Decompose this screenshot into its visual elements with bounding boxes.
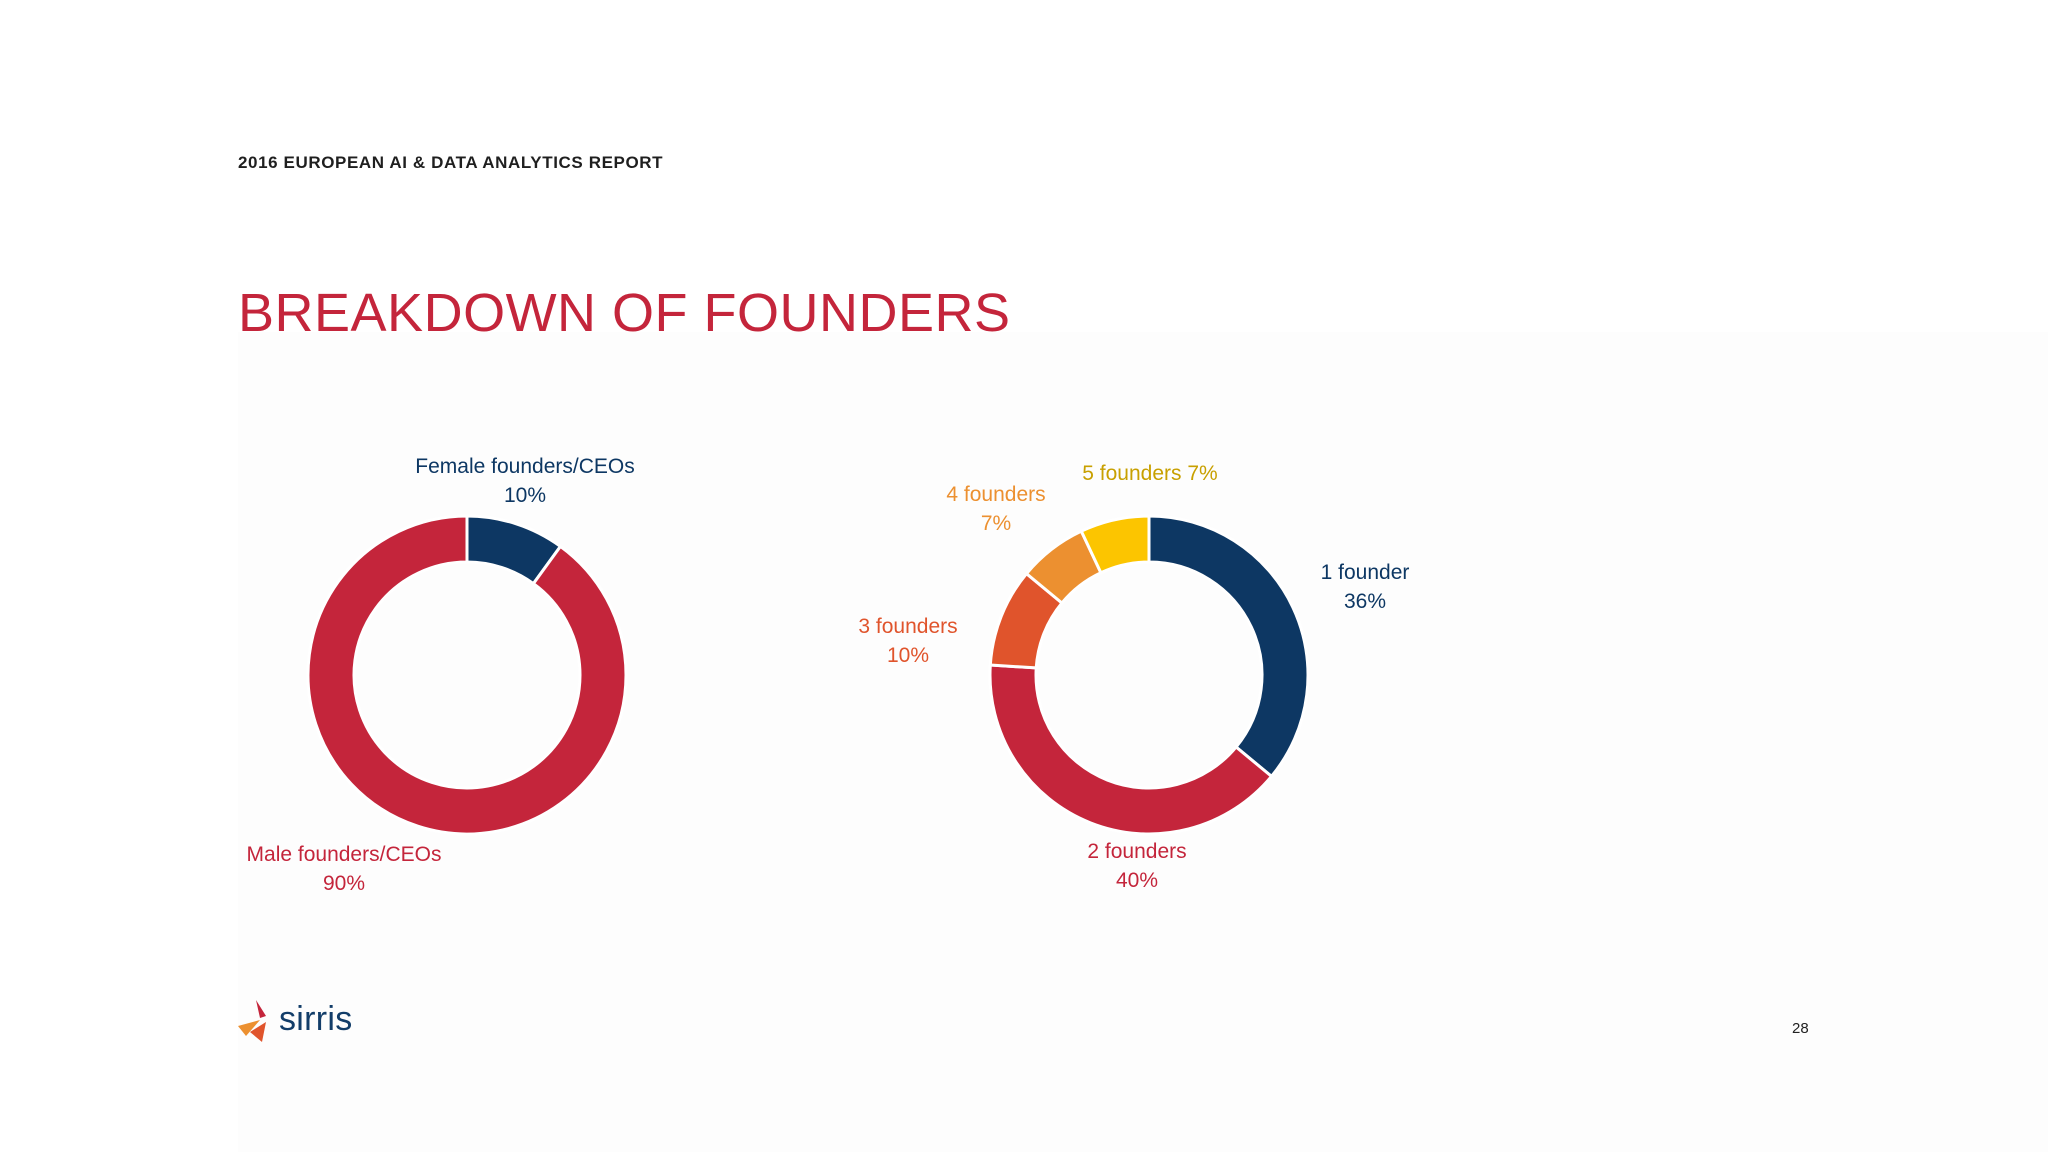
report-header: 2016 EUROPEAN AI & DATA ANALYTICS REPORT: [238, 153, 664, 172]
donut-2-slice-5: [1079, 514, 1151, 575]
slice-label-3-founders: 3 founders 10%: [858, 615, 958, 667]
donut-1-slice-2: [306, 514, 628, 836]
page-number: 28: [1792, 1020, 1809, 1037]
donut-2-slice-1: [1147, 514, 1310, 779]
slice-label-2-founders: 2 founders 40%: [1087, 840, 1187, 892]
slice-label-1-founder: 1 founder 36%: [1320, 561, 1410, 613]
logo-text: sirris: [279, 1000, 353, 1038]
slice-label-male: Male founders/CEOs 90%: [246, 843, 442, 895]
page-title: BREAKDOWN OF FOUNDERS: [238, 283, 1011, 343]
slice-label-4-founders: 4 founders 7%: [946, 483, 1046, 535]
slide-background: [238, 332, 2048, 1152]
slice-label-5-founders: 5 founders 7%: [1082, 462, 1218, 485]
sirris-logo-icon: [238, 1000, 266, 1042]
donut-2-slice-2: [988, 663, 1274, 836]
slice-label-female: Female founders/CEOs 10%: [415, 455, 635, 507]
